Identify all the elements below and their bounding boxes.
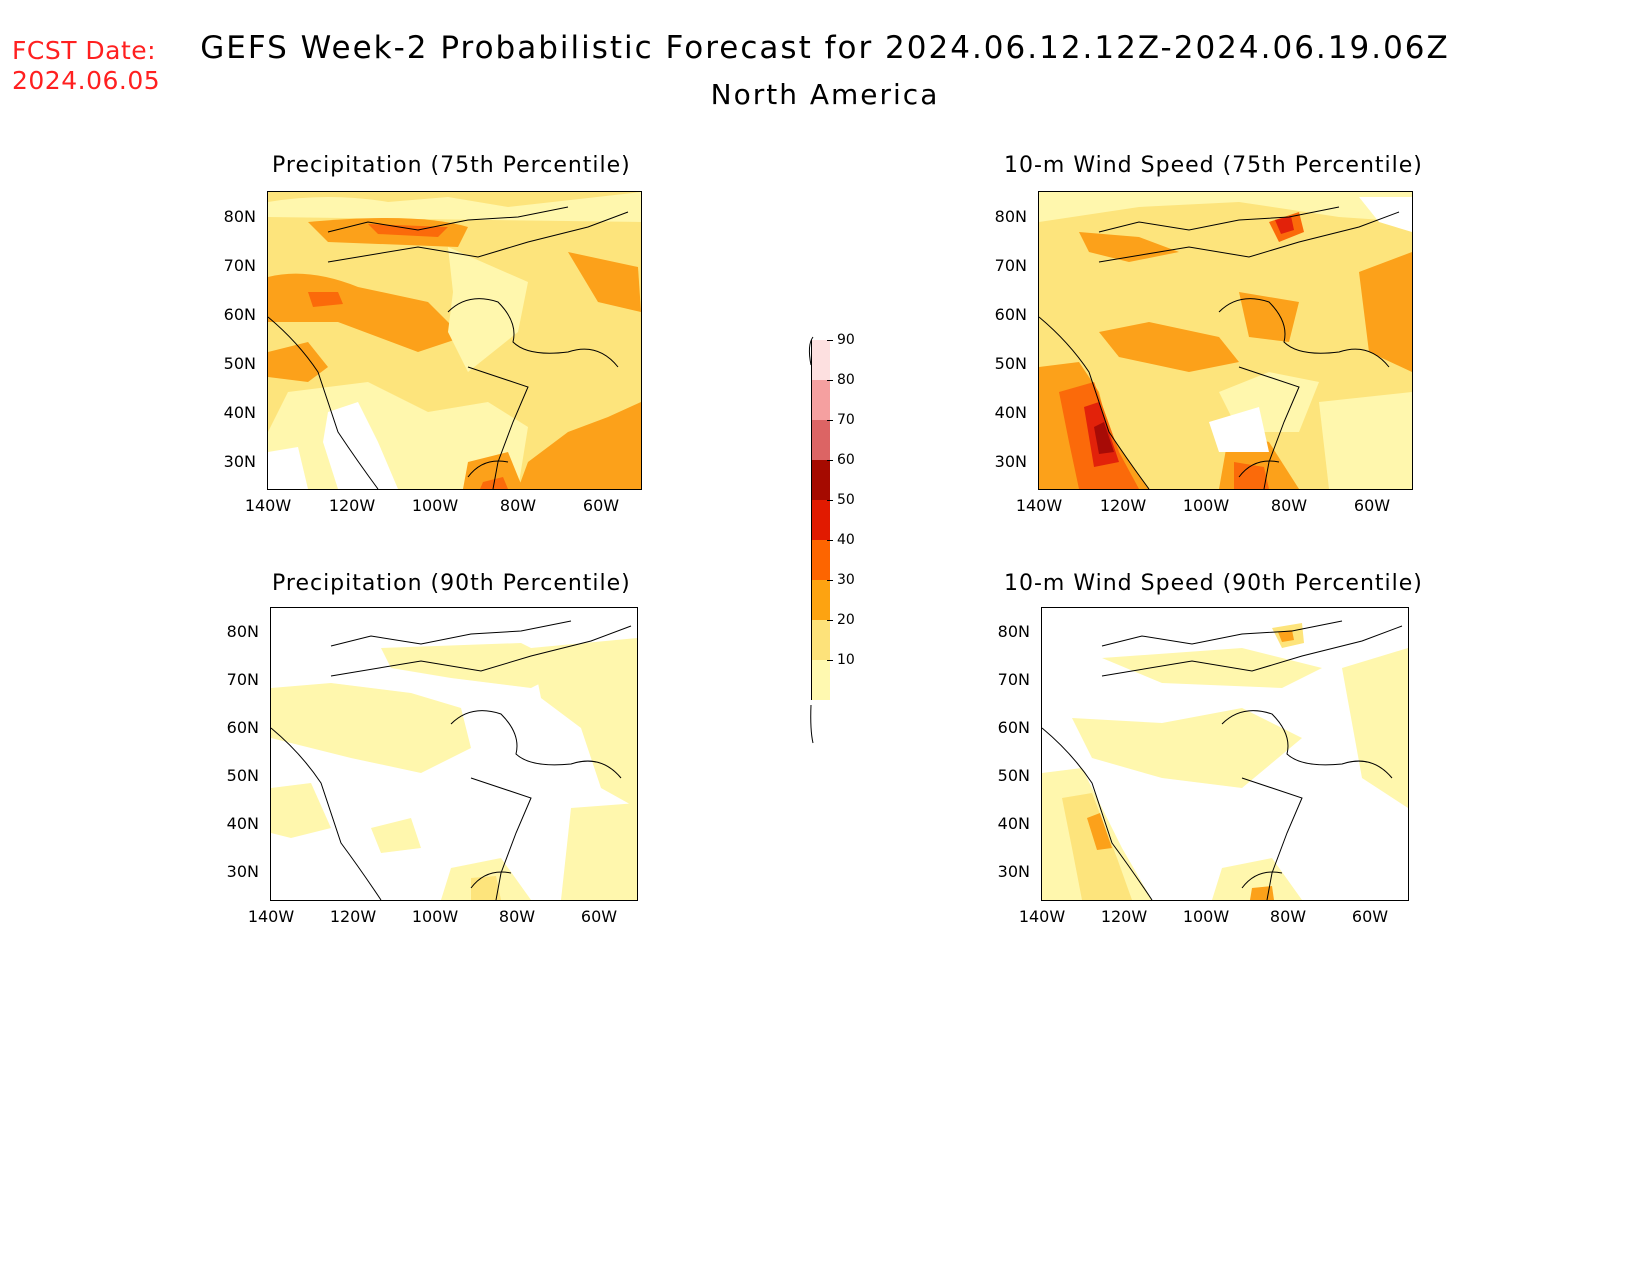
colorbar-segment	[811, 660, 830, 700]
colorbar-segment	[811, 380, 830, 420]
lon-label: 60W	[582, 496, 620, 515]
lon-label: 120W	[329, 907, 377, 926]
lat-label: 70N	[997, 670, 1030, 689]
lon-label: 100W	[411, 907, 459, 926]
lat-label: 40N	[226, 814, 259, 833]
colorbar-label: 90	[837, 332, 855, 348]
colorbar-segment	[811, 460, 830, 500]
lat-label: 70N	[994, 256, 1027, 275]
colorbar: 10 20 30 40 50 60 70 80 90	[805, 332, 875, 745]
colorbar-label: 80	[837, 372, 855, 388]
colorbar-segment	[811, 500, 830, 540]
lon-label: 100W	[1182, 496, 1230, 515]
lat-label: 80N	[997, 622, 1030, 641]
colorbar-label: 10	[837, 652, 855, 668]
wind-75-field	[1039, 192, 1412, 489]
lat-label: 80N	[226, 622, 259, 641]
colorbar-tick	[827, 540, 833, 541]
colorbar-segment	[811, 580, 830, 620]
lat-label: 40N	[994, 403, 1027, 422]
lat-label: 50N	[226, 766, 259, 785]
lon-label: 140W	[244, 496, 292, 515]
lat-label: 30N	[997, 862, 1030, 881]
figure-subtitle: North America	[710, 78, 940, 111]
wind-90-field	[1042, 608, 1408, 900]
colorbar-tick	[827, 580, 833, 581]
lon-label: 80W	[1270, 496, 1308, 515]
colorbar-label: 50	[837, 492, 855, 508]
lon-label: 100W	[411, 496, 459, 515]
lat-label: 30N	[226, 862, 259, 881]
lat-label: 50N	[997, 766, 1030, 785]
lat-label: 80N	[994, 207, 1027, 226]
forecast-date-block: FCST Date: 2024.06.05	[12, 36, 160, 96]
lat-label: 60N	[997, 718, 1030, 737]
forecast-date-value: 2024.06.05	[12, 66, 161, 95]
lon-label: 80W	[1269, 907, 1307, 926]
lat-label: 40N	[223, 403, 256, 422]
lon-label: 60W	[1351, 907, 1389, 926]
precip-90-field	[271, 608, 637, 900]
lat-label: 30N	[223, 452, 256, 471]
map-precip-90	[270, 607, 638, 901]
figure-title: GEFS Week-2 Probabilistic Forecast for 2…	[200, 30, 1450, 66]
precip-75-field	[268, 192, 641, 489]
lon-label: 100W	[1182, 907, 1230, 926]
map-precip-75	[267, 191, 642, 490]
colorbar-segment	[811, 420, 830, 460]
lon-label: 60W	[1353, 496, 1391, 515]
colorbar-label: 40	[837, 532, 855, 548]
lon-label: 140W	[247, 907, 295, 926]
panel-title: 10-m Wind Speed (90th Percentile)	[1004, 571, 1423, 596]
colorbar-tick	[827, 420, 833, 421]
forecast-date-label: FCST Date:	[12, 36, 157, 65]
lat-label: 50N	[223, 354, 256, 373]
lat-label: 70N	[226, 670, 259, 689]
colorbar-segment	[811, 340, 830, 380]
lon-label: 140W	[1015, 496, 1063, 515]
panel-title: Precipitation (75th Percentile)	[272, 153, 631, 178]
lon-label: 80W	[499, 496, 537, 515]
lat-label: 70N	[223, 256, 256, 275]
lon-label: 140W	[1018, 907, 1066, 926]
lat-label: 60N	[994, 305, 1027, 324]
lon-label: 120W	[328, 496, 376, 515]
lon-label: 120W	[1099, 496, 1147, 515]
lon-label: 80W	[498, 907, 536, 926]
colorbar-segment	[811, 620, 830, 660]
map-wind-75	[1038, 191, 1413, 490]
map-wind-90	[1041, 607, 1409, 901]
colorbar-tick	[827, 380, 833, 381]
lat-label: 50N	[994, 354, 1027, 373]
colorbar-label: 70	[837, 412, 855, 428]
colorbar-label: 60	[837, 452, 855, 468]
lat-label: 40N	[997, 814, 1030, 833]
colorbar-tick	[827, 500, 833, 501]
colorbar-frame	[808, 336, 814, 744]
lat-label: 60N	[223, 305, 256, 324]
lat-label: 60N	[226, 718, 259, 737]
lat-label: 30N	[994, 452, 1027, 471]
colorbar-tick	[827, 460, 833, 461]
lon-label: 120W	[1100, 907, 1148, 926]
panel-title: Precipitation (90th Percentile)	[272, 571, 631, 596]
colorbar-label: 30	[837, 572, 855, 588]
colorbar-label: 20	[837, 612, 855, 628]
panel-title: 10-m Wind Speed (75th Percentile)	[1004, 153, 1423, 178]
colorbar-tick	[827, 620, 833, 621]
colorbar-tick	[827, 660, 833, 661]
lat-label: 80N	[223, 207, 256, 226]
colorbar-segment	[811, 540, 830, 580]
colorbar-tick	[827, 340, 833, 341]
lon-label: 60W	[580, 907, 618, 926]
